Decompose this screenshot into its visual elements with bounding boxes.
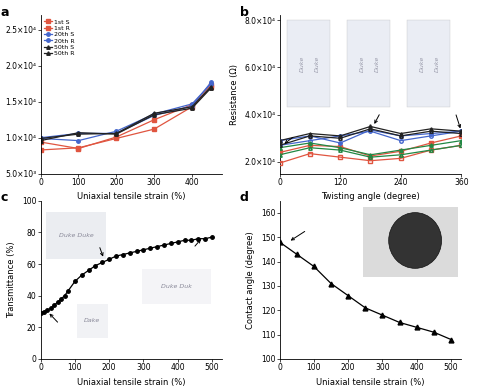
Bar bbox=[77, 303, 108, 339]
50th S bbox=[189, 106, 195, 110]
Bar bbox=[46, 212, 106, 259]
Text: Duke: Duke bbox=[375, 56, 380, 72]
50th S bbox=[151, 112, 157, 117]
1st R bbox=[76, 146, 81, 151]
X-axis label: Uniaxial tensile strain (%): Uniaxial tensile strain (%) bbox=[316, 378, 424, 386]
20th R bbox=[38, 136, 43, 141]
Bar bbox=[287, 20, 330, 107]
Text: Duke: Duke bbox=[359, 56, 365, 72]
1st R bbox=[208, 83, 214, 88]
Text: c: c bbox=[0, 191, 8, 204]
X-axis label: Uniaxial tensile strain (%): Uniaxial tensile strain (%) bbox=[77, 378, 185, 386]
20th S bbox=[208, 80, 214, 85]
50th R bbox=[38, 136, 43, 141]
Line: 1st R: 1st R bbox=[39, 83, 213, 150]
1st S bbox=[113, 136, 119, 141]
20th S bbox=[189, 104, 195, 108]
Y-axis label: Resistance (Ω): Resistance (Ω) bbox=[230, 64, 239, 125]
50th R bbox=[208, 84, 214, 89]
Y-axis label: Transmittance (%): Transmittance (%) bbox=[7, 242, 16, 318]
Bar bbox=[347, 20, 391, 107]
Line: 50th R: 50th R bbox=[39, 85, 213, 140]
50th R bbox=[151, 111, 157, 115]
Text: Duke: Duke bbox=[315, 56, 320, 72]
Text: b: b bbox=[239, 6, 249, 19]
20th S bbox=[113, 131, 119, 136]
50th S bbox=[38, 138, 43, 143]
1st S bbox=[189, 105, 195, 109]
1st S bbox=[38, 147, 43, 152]
Text: Duke: Duke bbox=[300, 56, 304, 72]
Bar bbox=[407, 20, 450, 107]
Line: 20th S: 20th S bbox=[39, 81, 213, 139]
1st R bbox=[113, 135, 119, 139]
Line: 50th S: 50th S bbox=[39, 86, 213, 142]
X-axis label: Uniaxial tensile strain (%): Uniaxial tensile strain (%) bbox=[77, 193, 185, 201]
20th R bbox=[189, 102, 195, 106]
50th S bbox=[113, 132, 119, 136]
20th S bbox=[151, 113, 157, 118]
Line: 20th R: 20th R bbox=[39, 82, 213, 142]
Text: Dаke: Dаke bbox=[84, 318, 100, 323]
Y-axis label: Contact angle (degree): Contact angle (degree) bbox=[246, 231, 255, 329]
20th R bbox=[151, 112, 157, 116]
50th R bbox=[189, 105, 195, 109]
Legend: 1st S, 1st R, 20th S, 20th R, 50th S, 50th R: 1st S, 1st R, 20th S, 20th R, 50th S, 50… bbox=[44, 19, 75, 57]
1st R bbox=[151, 117, 157, 122]
Line: 1st S: 1st S bbox=[39, 86, 213, 152]
Text: Duke: Duke bbox=[435, 56, 440, 72]
Bar bbox=[142, 269, 211, 303]
1st R bbox=[189, 102, 195, 107]
Text: Duke Dukе: Duke Dukе bbox=[59, 233, 93, 238]
Text: a: a bbox=[0, 6, 9, 19]
Text: d: d bbox=[239, 191, 249, 204]
20th R bbox=[113, 129, 119, 134]
Text: Duke: Duke bbox=[420, 56, 424, 72]
Ellipse shape bbox=[389, 213, 442, 268]
1st S bbox=[76, 146, 81, 150]
20th S bbox=[38, 135, 43, 140]
20th R bbox=[76, 138, 81, 143]
1st R bbox=[38, 140, 43, 144]
50th R bbox=[113, 131, 119, 136]
20th S bbox=[76, 131, 81, 136]
1st S bbox=[151, 127, 157, 131]
X-axis label: Twisting angle (degree): Twisting angle (degree) bbox=[321, 193, 420, 201]
Bar bbox=[363, 207, 457, 277]
50th S bbox=[208, 86, 214, 90]
50th S bbox=[76, 130, 81, 135]
Text: Duke Duk: Duke Duk bbox=[162, 284, 192, 289]
1st S bbox=[208, 85, 214, 90]
50th R bbox=[76, 132, 81, 136]
20th R bbox=[208, 81, 214, 86]
